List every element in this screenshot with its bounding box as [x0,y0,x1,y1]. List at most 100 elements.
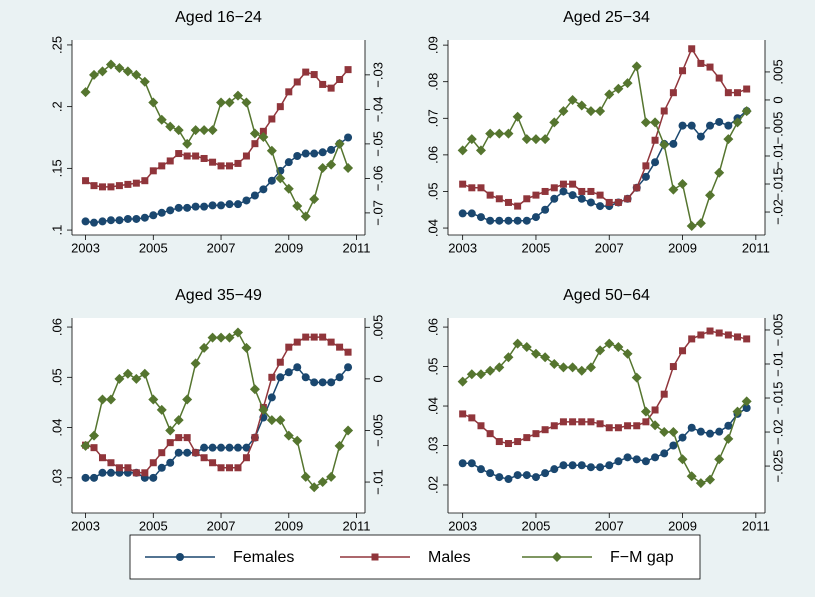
x-tick-label: 2003 [71,518,100,533]
data-point [309,482,320,493]
data-point [614,424,622,432]
y2-tick-label: −.07 [370,200,385,226]
data-point [80,440,91,451]
data-point [578,187,586,195]
data-point [677,454,688,465]
y2-tick-label: −.005 [770,314,785,347]
data-point [226,464,234,472]
x-tick-label: 2003 [71,240,100,255]
data-point [318,148,327,157]
data-point [199,342,210,353]
data-point [106,468,115,477]
data-point [293,363,302,372]
data-point [343,425,354,436]
data-point [343,163,354,174]
data-point [706,429,715,438]
data-point [659,427,670,438]
y-tick-label: .05 [425,358,440,376]
data-point [251,434,259,442]
data-point [149,211,158,220]
data-point [559,461,568,470]
data-point [131,373,142,384]
data-point [541,187,549,195]
data-point [234,464,242,472]
data-point [327,84,335,92]
x-tick-label: 2007 [207,518,236,533]
x-tick-label: 2005 [521,518,550,533]
data-point [232,90,243,101]
data-point [605,198,613,206]
data-point [706,327,714,335]
legend-marker [552,552,562,562]
data-point [81,473,90,482]
y2-tick-label: −.02 [770,199,785,225]
data-point [530,348,541,359]
data-point [250,191,259,200]
data-point [334,138,345,149]
data-point [251,140,259,148]
data-point [640,117,651,128]
data-point [679,67,687,75]
data-point [669,441,678,450]
data-point [624,195,632,203]
data-point [697,331,705,339]
data-point [98,454,106,462]
data-point [679,347,687,355]
data-point [567,362,578,373]
data-point [559,418,567,426]
y2-tick-label: −.025 [770,450,785,483]
data-point [192,449,200,457]
data-point [569,418,577,426]
data-point [327,145,336,154]
data-point [344,348,352,356]
data-point [550,184,558,192]
data-point [695,218,706,229]
data-point [732,117,743,128]
data-point [90,218,99,227]
data-point [632,455,641,464]
data-point [641,172,650,181]
chart-title: Aged 35−49 [175,287,262,304]
data-point [742,404,751,412]
data-point [293,152,302,161]
data-point [334,440,345,451]
data-point [531,473,540,482]
data-point [216,97,227,108]
data-point [633,422,641,430]
data-point [706,121,715,130]
data-point [300,471,311,482]
data-point [335,373,344,382]
x-tick-label: 2007 [595,240,624,255]
data-point [567,94,578,105]
data-point [209,158,217,166]
y2-tick-label: −.015 [770,382,785,415]
data-point [715,74,723,82]
data-point [224,97,235,108]
data-point [266,145,277,156]
data-point [81,217,90,226]
x-tick-label: 2003 [448,240,477,255]
data-point [477,184,485,192]
data-point [604,338,615,349]
data-point [705,190,716,201]
data-point [226,162,234,170]
data-point [485,128,496,139]
data-point [115,216,124,225]
x-tick-label: 2007 [595,518,624,533]
x-tick-label: 2011 [742,240,770,255]
data-point [199,125,210,136]
data-point [317,163,328,174]
data-point [650,117,661,128]
data-point [687,423,696,432]
chart-title: Aged 50−64 [563,287,650,304]
y-tick-label: .05 [425,182,440,200]
data-point [631,372,642,383]
data-point [276,373,285,382]
data-point [697,59,705,67]
data-point [559,187,568,196]
data-point [90,473,99,482]
data-point [336,343,344,351]
y2-tick-label: −.015 [770,168,785,201]
data-point [158,162,166,170]
data-point [233,200,242,209]
